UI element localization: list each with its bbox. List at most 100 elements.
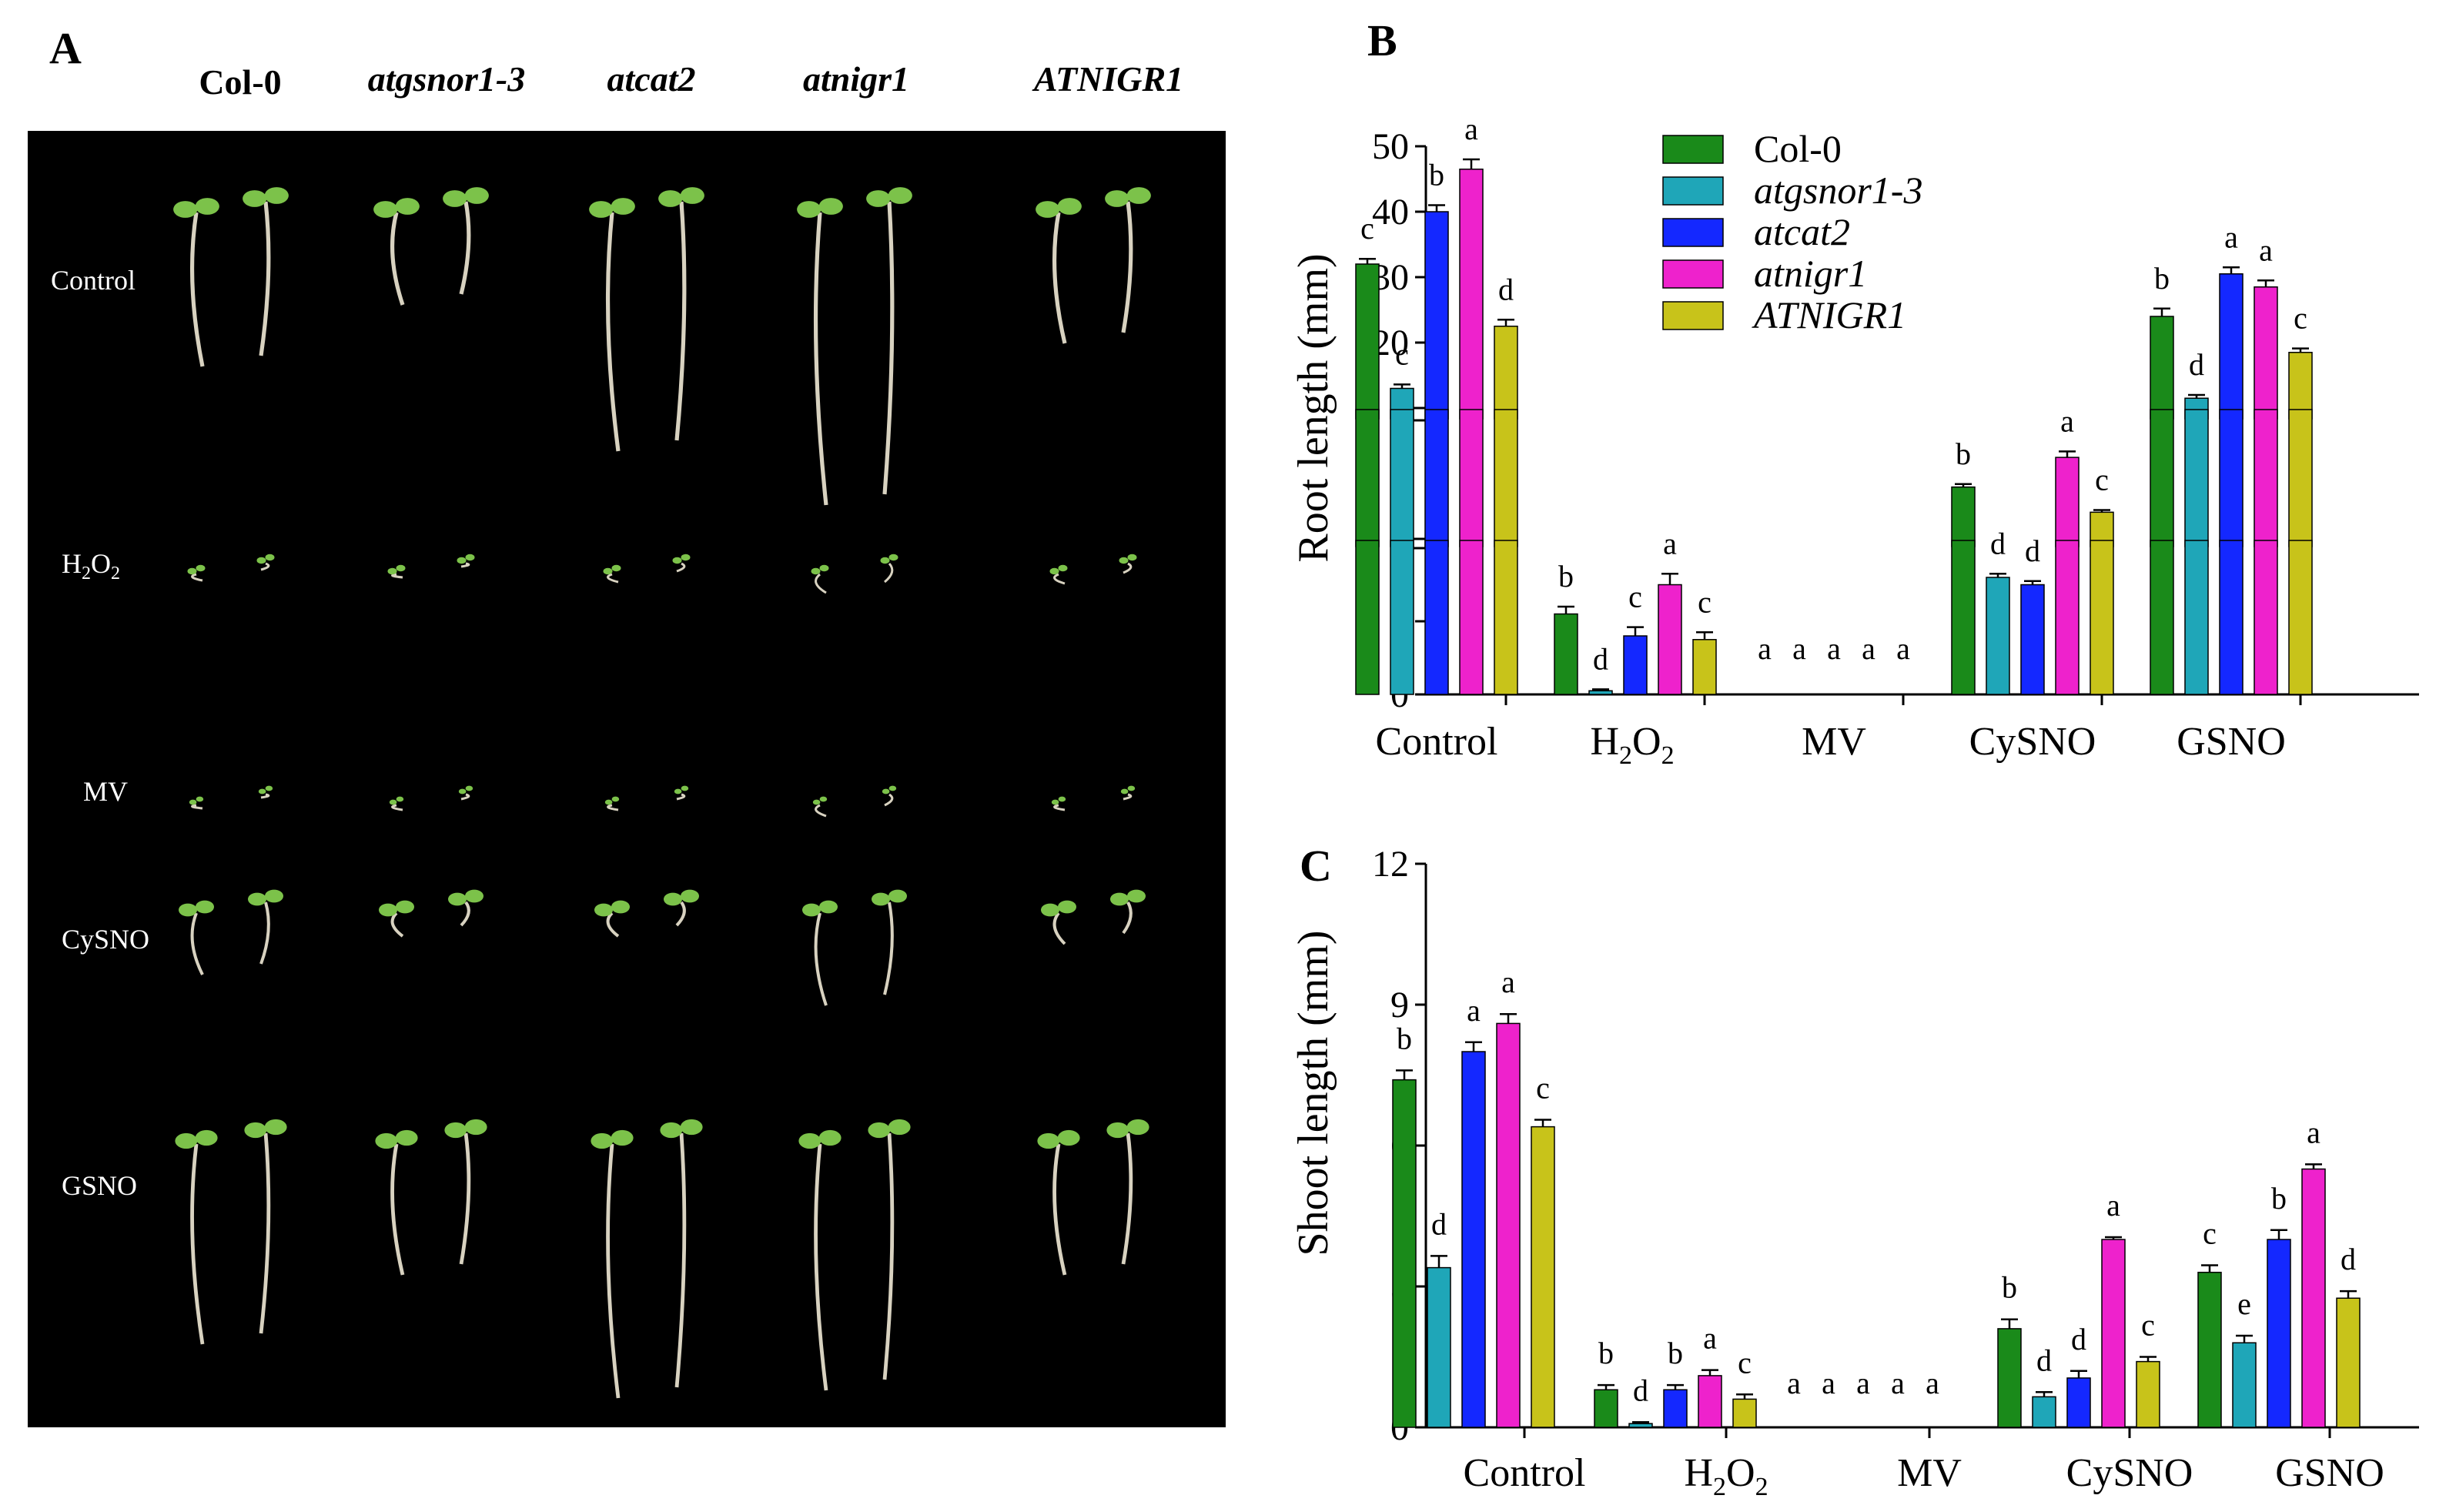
seedling-leaf-0-1-1-l xyxy=(443,190,467,207)
seedling-root-3-4-1 xyxy=(1122,902,1133,935)
seedling-root-1-2-1 xyxy=(676,562,686,573)
seedling-leaf-4-0-1-l xyxy=(244,1122,267,1139)
c-category-3: CySNO xyxy=(2066,1451,2193,1495)
b-bar-4-4-1 xyxy=(2288,409,2313,547)
seedling-leaf-1-2-1-r xyxy=(681,554,691,561)
panel-a-letter: A xyxy=(49,23,82,73)
seedling-leaf-4-4-0-l xyxy=(1037,1132,1060,1149)
seedling-leaf-2-1-1-l xyxy=(458,788,467,794)
b-sig-1-2: c xyxy=(1628,580,1642,614)
seedling-root-4-4-0 xyxy=(1052,1143,1067,1276)
seedling-root-0-4-0 xyxy=(1052,212,1067,344)
seedling-leaf-1-3-0-l xyxy=(811,567,821,575)
b-ytick-label-up-3: 50 xyxy=(1372,126,1409,167)
b-bar-3-1-0 xyxy=(1986,577,2010,695)
c-sig-0-1: d xyxy=(1431,1206,1447,1241)
b-bar-0-2-1 xyxy=(1424,409,1449,547)
seedling-leaf-4-0-0-r xyxy=(195,1129,218,1146)
c-bar-1-2 xyxy=(1663,1389,1688,1428)
shoot-length-chart: 036912bdaacControlbdbacH2O2aaaaaMVbddacC… xyxy=(1372,844,2419,1501)
legend-label-4: ATNIGR1 xyxy=(1752,293,1906,336)
b-sig-4-4: c xyxy=(2294,301,2307,336)
b-bar-1-4-0 xyxy=(1692,639,1717,695)
b-bar-4-2-0 xyxy=(2219,273,2244,420)
seedling-leaf-1-1-1-l xyxy=(457,557,467,564)
seedling-leaf-3-1-0-l xyxy=(379,903,397,917)
legend-label-1: atgsnor1-3 xyxy=(1754,169,1922,212)
b-bar-0-0-2 xyxy=(1355,540,1380,695)
seedling-leaf-2-0-1-l xyxy=(258,788,266,794)
seedling-leaf-3-4-0-l xyxy=(1041,903,1059,917)
b-bar-0-3-0 xyxy=(1459,169,1484,420)
seedling-leaf-2-4-0-r xyxy=(1058,796,1066,802)
seedling-leaf-2-4-0-l xyxy=(1051,799,1059,805)
seedling-leaf-1-3-1-r xyxy=(888,554,898,561)
seedling-leaf-1-4-1-l xyxy=(1119,557,1129,564)
b-sig-3-3: a xyxy=(2060,403,2074,438)
b-bar-0-4-1 xyxy=(1494,409,1518,547)
seedling-leaf-1-3-0-r xyxy=(819,564,829,572)
seedling-root-3-3-1 xyxy=(883,902,894,995)
seedling-leaf-2-2-1-l xyxy=(674,788,682,794)
seedling-leaf-0-1-1-r xyxy=(464,187,489,204)
seedling-leaf-1-2-0-r xyxy=(611,564,621,572)
seedling-root-2-1-0 xyxy=(391,804,403,811)
seedling-leaf-4-2-1-l xyxy=(660,1122,683,1139)
b-category-2: MV xyxy=(1802,720,1866,764)
seedling-root-2-1-1 xyxy=(460,793,470,801)
b-bar-3-0-0 xyxy=(1951,486,1976,547)
c-sig-1-3: a xyxy=(1703,1321,1717,1356)
b-bar-0-2-2 xyxy=(1424,540,1449,695)
b-bar-0-0-1 xyxy=(1355,409,1380,547)
c-sig-0-0: b xyxy=(1397,1021,1412,1055)
c-bar-3-2 xyxy=(2066,1377,2091,1428)
seedling-root-1-4-1 xyxy=(1123,562,1133,574)
b-bar-4-1-1 xyxy=(2184,409,2209,547)
seedling-leaf-3-3-0-l xyxy=(802,903,821,917)
c-category-2: MV xyxy=(1897,1451,1962,1495)
b-bar-1-1-0 xyxy=(1588,690,1613,695)
seedling-root-4-1-0 xyxy=(390,1143,405,1276)
seedling-leaf-4-1-1-r xyxy=(464,1119,487,1136)
b-sig-3-0: b xyxy=(1956,437,1971,471)
b-sig-2-1: a xyxy=(1792,631,1806,666)
b-bar-1-2-0 xyxy=(1623,635,1648,695)
root-length-axis-title: Root length (mm) xyxy=(1290,253,1337,562)
c-category-1: H2O2 xyxy=(1684,1451,1768,1501)
seedling-leaf-4-2-0-l xyxy=(591,1132,614,1149)
b-bar-0-2-0 xyxy=(1424,211,1449,420)
seedling-root-2-4-1 xyxy=(1123,793,1133,801)
seedling-leaf-2-1-0-l xyxy=(389,799,397,805)
seedlings-layer xyxy=(173,187,1151,1399)
b-bar-4-0-2 xyxy=(2150,540,2174,695)
seedling-leaf-3-3-0-r xyxy=(819,900,838,914)
seedling-root-3-1-0 xyxy=(390,912,404,938)
b-ytick-label-up-2: 40 xyxy=(1372,192,1409,232)
seedling-leaf-1-3-1-l xyxy=(880,557,890,564)
seedling-leaf-2-0-0-r xyxy=(196,796,204,802)
seedling-leaf-3-3-1-l xyxy=(872,892,890,906)
b-category-1-sub: 2 xyxy=(1619,741,1632,770)
seedling-root-3-0-1 xyxy=(259,902,270,965)
c-category-1-sub: 2 xyxy=(1713,1473,1726,1501)
seedling-root-3-4-0 xyxy=(1052,912,1066,945)
seedling-leaf-3-0-0-r xyxy=(196,900,214,914)
seedling-leaf-1-2-0-l xyxy=(603,567,613,575)
b-bar-0-3-1 xyxy=(1459,409,1484,547)
legend-label-3: atnigr1 xyxy=(1754,252,1867,295)
seedling-root-4-2-0 xyxy=(606,1143,621,1399)
b-sig-0-0: c xyxy=(1360,211,1374,246)
b-sig-3-2: d xyxy=(2025,534,2040,568)
seedling-root-0-2-1 xyxy=(674,201,687,441)
b-bar-3-2-0 xyxy=(2020,584,2045,695)
seedling-leaf-2-1-1-r xyxy=(465,785,473,791)
genotype-header-ATNIGR1: ATNIGR1 xyxy=(1032,59,1183,99)
seedling-leaf-0-3-0-r xyxy=(818,198,843,215)
seedling-root-2-2-0 xyxy=(607,804,619,811)
b-sig-2-3: a xyxy=(1862,631,1875,666)
seedling-leaf-1-0-1-r xyxy=(265,554,275,561)
seedling-leaf-2-3-1-l xyxy=(882,788,890,794)
c-category-0: Control xyxy=(1464,1451,1586,1495)
seedling-leaf-4-3-0-l xyxy=(798,1132,821,1149)
